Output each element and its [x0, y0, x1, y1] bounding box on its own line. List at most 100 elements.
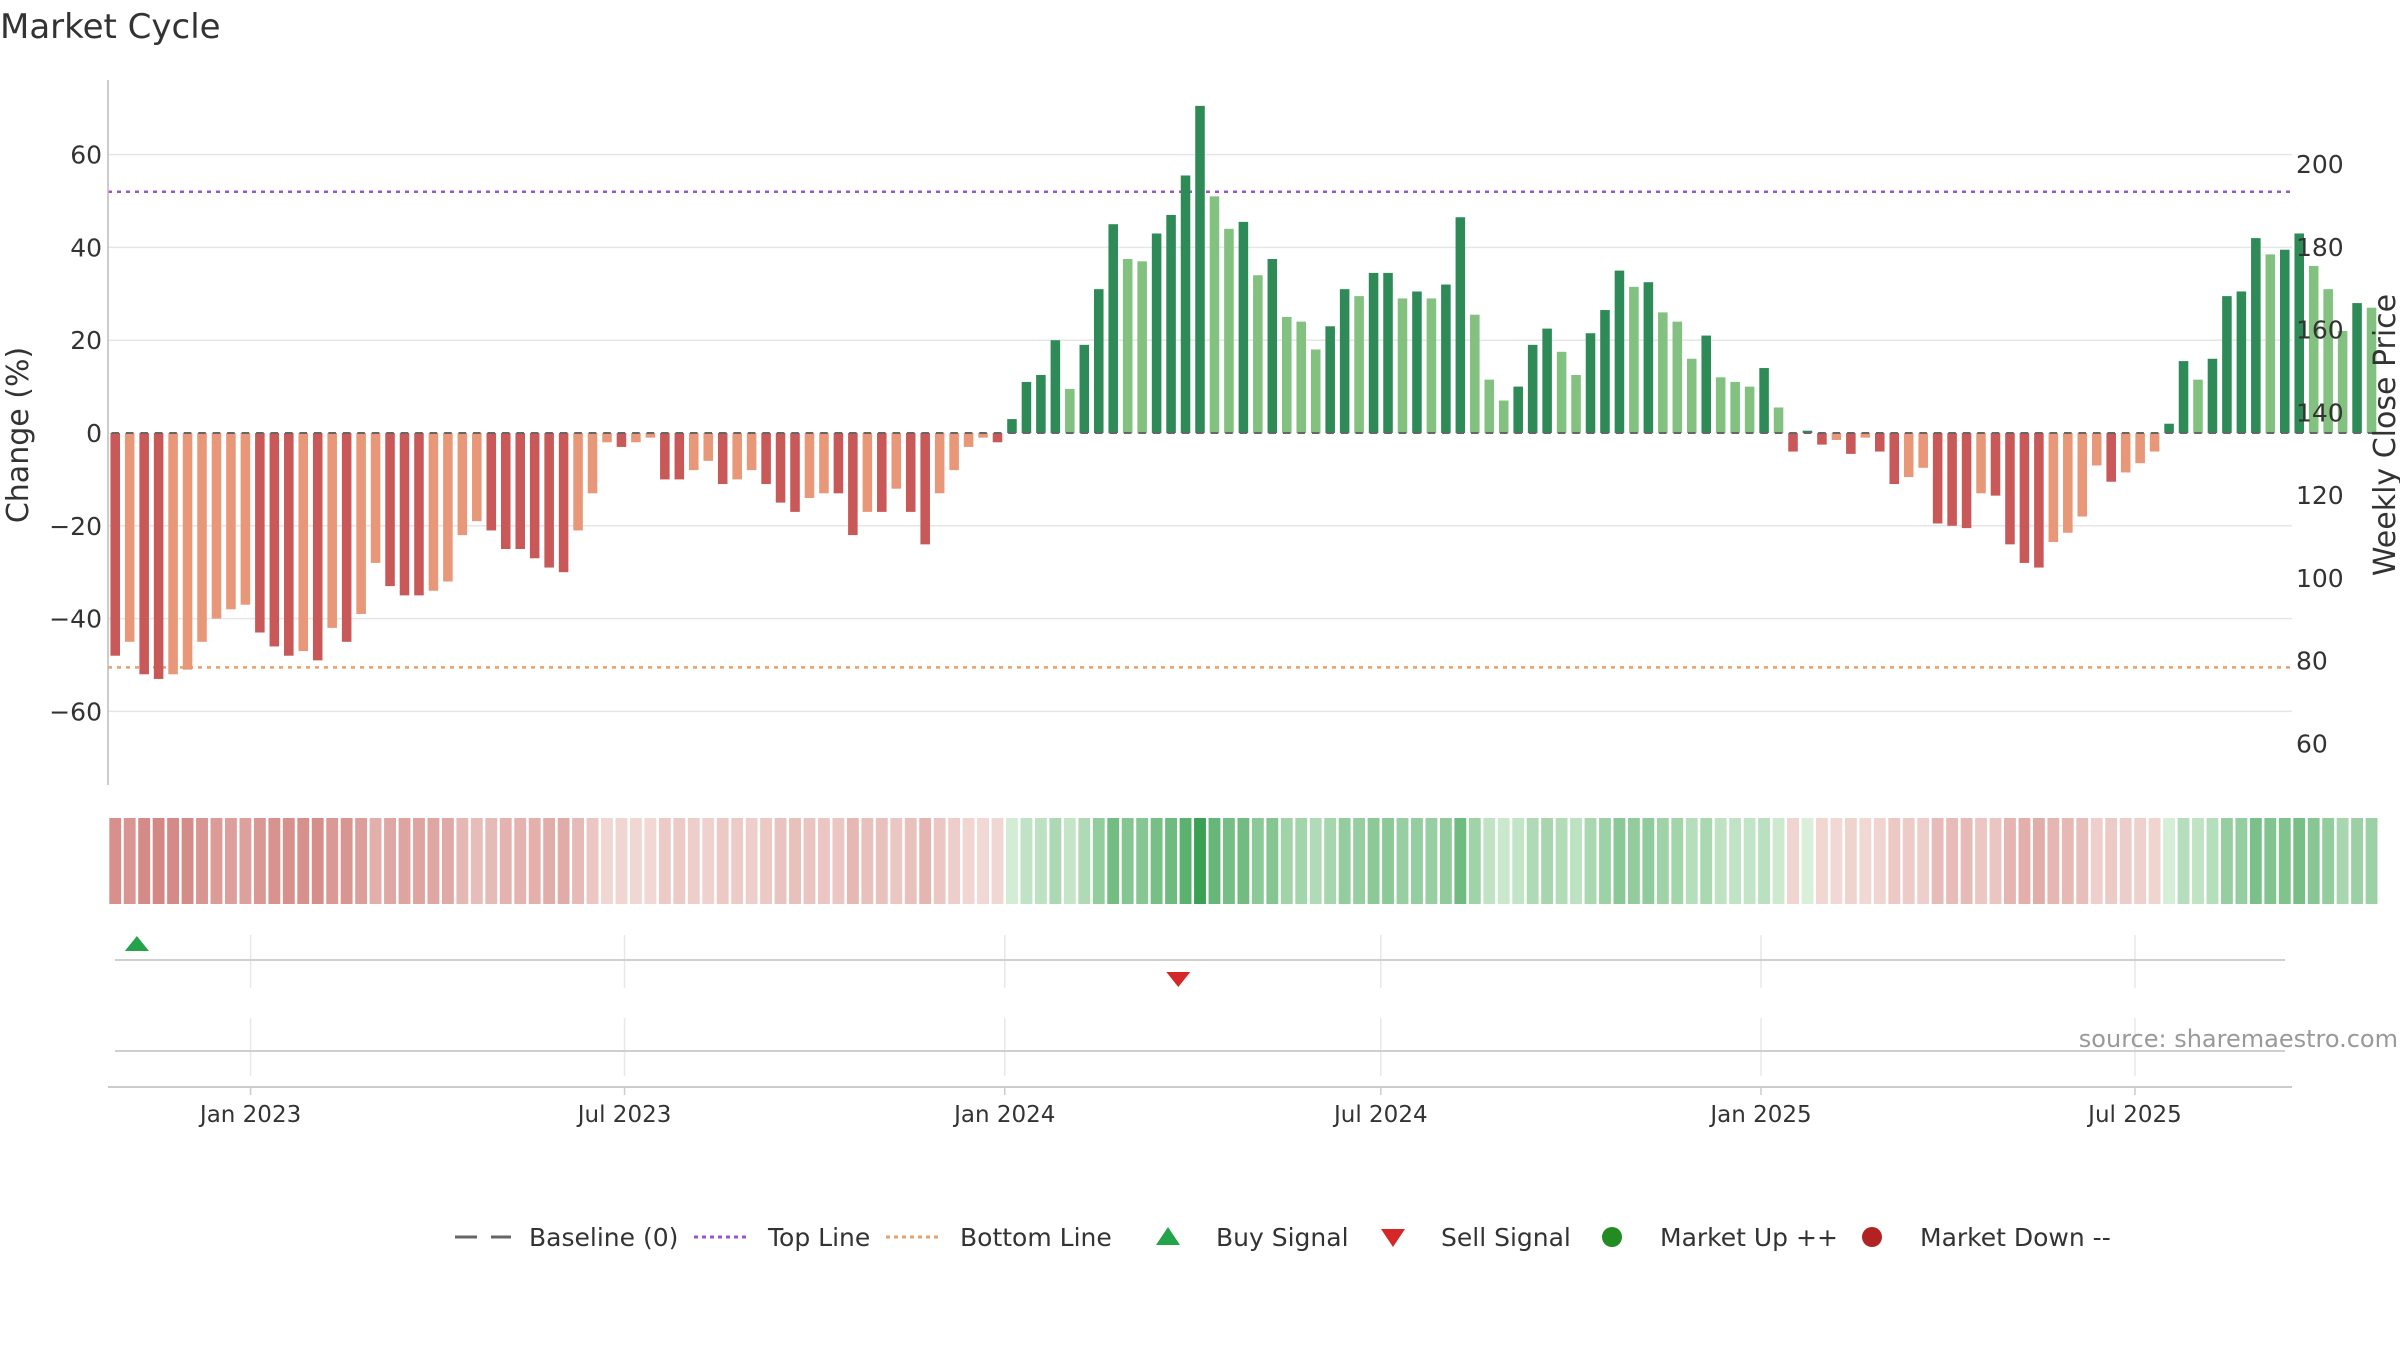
- legend-circle-icon: [1602, 1227, 1622, 1247]
- heat-cell: [818, 818, 830, 904]
- bar: [1368, 272, 1379, 433]
- sell-signal-marker: [1166, 972, 1191, 987]
- bar: [1470, 314, 1480, 433]
- heat-cell: [2293, 818, 2306, 904]
- heat-cell: [1439, 818, 1452, 904]
- heat-cell: [933, 818, 946, 904]
- bar: [717, 433, 728, 485]
- bar: [2178, 361, 2189, 433]
- bar: [1296, 321, 1307, 433]
- x-axis: Jan 2023 Jul 2023 Jan 2024 Jul 2024 Jan 2025…: [108, 1086, 2292, 1128]
- bar: [2279, 249, 2290, 433]
- bar: [1715, 377, 1726, 433]
- bar: [992, 433, 1003, 443]
- y2-tick-label: 180: [2296, 233, 2344, 262]
- bar: [2120, 433, 2131, 473]
- heat-cell: [2018, 818, 2031, 904]
- bar: [1050, 340, 1061, 433]
- heat-cell: [253, 818, 266, 904]
- bar: [833, 433, 844, 494]
- heat-cell: [991, 818, 1004, 904]
- y2-tick-label: 80: [2296, 647, 2328, 676]
- bar: [529, 433, 540, 559]
- heat-cell: [109, 818, 122, 904]
- bar: [732, 433, 742, 480]
- legend: Baseline (0) Top Line Bottom Line Buy Signa…: [455, 1223, 2111, 1252]
- heat-cell: [1034, 818, 1047, 904]
- heat-cell: [745, 818, 758, 904]
- heat-cell: [1280, 818, 1293, 904]
- legend-label: Top Line: [767, 1223, 870, 1252]
- y2-tick-label: 60: [2296, 729, 2328, 758]
- heat-cell: [1512, 818, 1525, 904]
- bar: [1701, 335, 1711, 433]
- heat-cell: [962, 818, 975, 904]
- heat-cell: [1656, 818, 1669, 904]
- heat-cell: [875, 818, 888, 904]
- bar: [1542, 328, 1552, 433]
- x-tick-label: Jan 2024: [952, 1102, 1055, 1128]
- heat-cell: [832, 818, 845, 904]
- bar: [949, 433, 959, 471]
- heat-cell: [1006, 818, 1018, 904]
- bar: [269, 433, 280, 647]
- bar: [1093, 289, 1104, 433]
- bar: [2323, 289, 2333, 433]
- heat-cell: [123, 818, 136, 904]
- bar: [1151, 233, 1162, 433]
- heat-cell: [890, 818, 903, 904]
- bar: [544, 433, 554, 568]
- heat-cell: [1758, 818, 1771, 904]
- heat-cell: [2264, 818, 2277, 904]
- heat-cell: [326, 818, 339, 904]
- bar: [2091, 433, 2102, 466]
- bar: [1846, 433, 1856, 454]
- bar: [2265, 254, 2276, 433]
- heat-cell: [528, 818, 541, 904]
- heat-cell: [485, 818, 498, 904]
- bar: [1556, 351, 1567, 433]
- heat-cell: [2206, 818, 2219, 904]
- bar: [1325, 326, 1335, 433]
- heat-cell: [2119, 818, 2132, 904]
- heat-cell: [629, 818, 642, 904]
- heat-cell: [586, 818, 599, 904]
- bar: [1108, 224, 1118, 433]
- y2-tick-label: 200: [2296, 150, 2344, 179]
- heat-cell: [1049, 818, 1062, 904]
- bar: [2193, 379, 2203, 433]
- bar: [1614, 270, 1625, 433]
- heat-cell: [2322, 818, 2335, 904]
- bar: [1021, 381, 1032, 433]
- heat-cell: [673, 818, 686, 904]
- bar: [1166, 214, 1176, 433]
- legend-item: Market Up ++: [1602, 1223, 1838, 1252]
- y-tick-label: 0: [86, 419, 102, 448]
- bar: [775, 433, 786, 503]
- bar: [1773, 407, 1784, 433]
- bar: [486, 433, 497, 531]
- heat-cell: [210, 818, 223, 904]
- y2-tick-label: 100: [2296, 564, 2344, 593]
- x-tick-label: Jul 2023: [576, 1102, 672, 1128]
- bar: [674, 433, 685, 480]
- heat-cell: [413, 818, 425, 904]
- bar: [862, 433, 873, 512]
- heat-cell: [499, 818, 512, 904]
- heat-cell: [1627, 818, 1640, 904]
- heat-cell: [789, 818, 801, 904]
- heat-cell: [181, 818, 194, 904]
- heat-cell: [1859, 818, 1872, 904]
- bar: [790, 433, 800, 512]
- heat-cell: [977, 818, 989, 904]
- heat-cell: [311, 818, 324, 904]
- bar: [1629, 286, 1639, 433]
- heat-cell: [297, 818, 310, 904]
- y-tick-label: −60: [49, 697, 102, 726]
- heat-cell: [1816, 818, 1828, 904]
- heat-cell: [196, 818, 208, 904]
- bar: [1658, 312, 1668, 433]
- bar: [1903, 433, 1914, 478]
- bar: [1600, 310, 1610, 433]
- bar: [848, 433, 858, 536]
